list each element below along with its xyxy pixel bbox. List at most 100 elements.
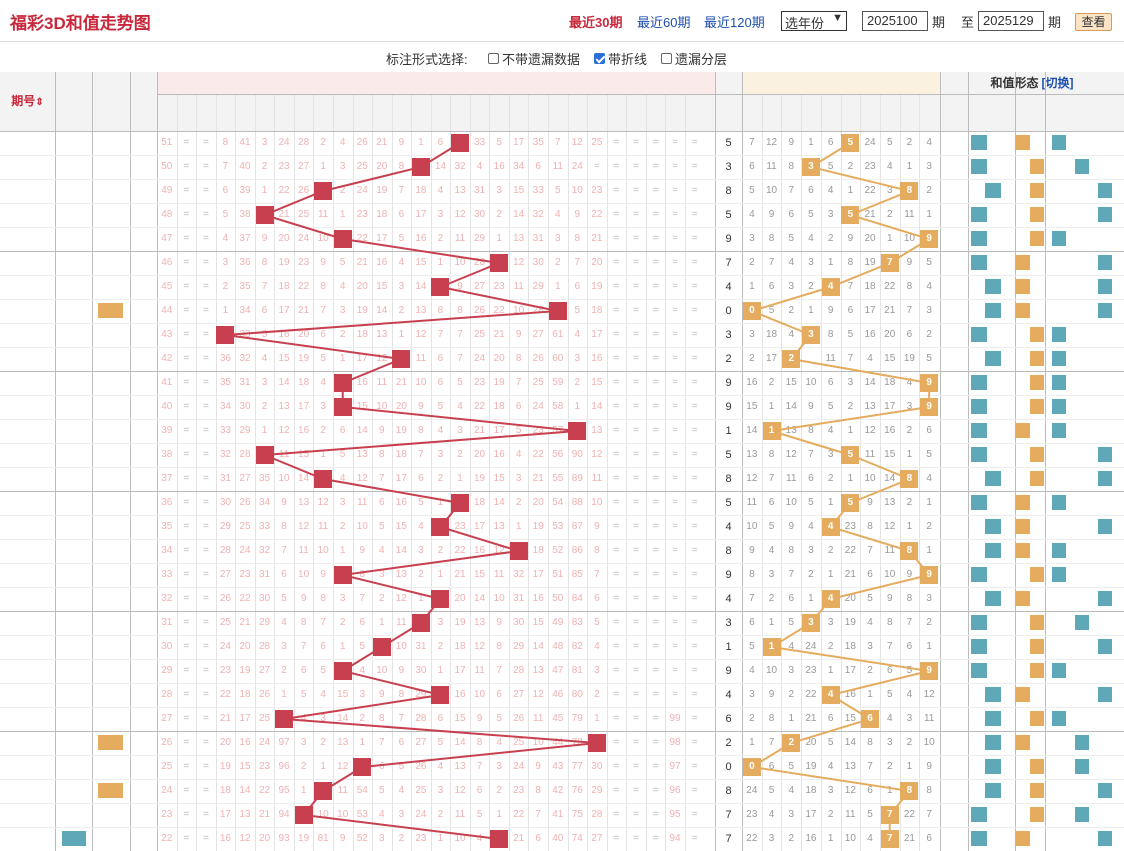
road-miss [1048, 179, 1070, 203]
tail-miss-cell: 19 [844, 617, 856, 628]
tail-miss-cell: 16 [746, 377, 758, 388]
sum-miss-cell: 12 [513, 257, 525, 268]
sum-miss-cell: 13 [591, 425, 603, 436]
tail-miss-cell: 5 [808, 497, 814, 508]
sum-miss-cell: 19 [356, 305, 368, 316]
sum-miss-cell: 3 [261, 377, 268, 388]
tail-miss-cell: 7 [926, 809, 932, 820]
period-30-link[interactable]: 最近30期 [569, 15, 623, 30]
sum-miss-cell: 4 [437, 185, 444, 196]
sum-miss-cell: 34 [513, 161, 525, 172]
sum-miss-cell: 29 [258, 617, 271, 628]
tail-miss-cell: 2 [749, 713, 755, 724]
sum-miss-cell: 8 [379, 449, 385, 460]
period-60-link[interactable]: 最近60期 [637, 15, 691, 30]
sum-miss-cell: 21 [278, 209, 290, 220]
trial-cell [55, 707, 92, 731]
sum-value-cell [130, 371, 156, 395]
tail-miss-cell: 12 [785, 449, 797, 460]
tail-miss-cell: 1 [847, 473, 854, 484]
oddeven-miss [972, 179, 986, 203]
sum-miss-cell: 15 [395, 521, 407, 532]
tail-col-3 [801, 94, 821, 131]
sum-miss-cell: 5 [339, 257, 346, 268]
prize-cell [92, 707, 130, 731]
tail-miss-cell: 1 [926, 545, 932, 556]
sum-col-3 [216, 94, 236, 131]
tail-miss-cell: 3 [827, 785, 834, 796]
tail-miss-cell: 1 [906, 161, 913, 172]
sum-miss-cell: 8 [320, 281, 326, 292]
checkbox-icon[interactable] [488, 53, 499, 64]
sum-miss-cell: 50 [552, 593, 564, 604]
oddeven-miss [1000, 731, 1014, 755]
option-no-miss[interactable]: 不带遗漏数据 [488, 49, 580, 68]
tail-miss-cell: 2 [768, 377, 775, 388]
tail-miss-cell: 17 [765, 353, 778, 364]
sum-miss-cell: 55 [552, 473, 564, 484]
sum-miss-cell: 18 [219, 785, 231, 796]
period-cell [0, 299, 55, 323]
sort-icon[interactable]: ⇕ [35, 97, 44, 108]
sum-miss-cell: 2 [437, 809, 444, 820]
sum-miss-cell: 22 [298, 281, 310, 292]
trial-cell [55, 419, 92, 443]
tail-miss-cell: 2 [827, 473, 834, 484]
sum-header-a [130, 86, 156, 102]
tail-miss-cell: 1 [788, 713, 795, 724]
sum-miss-cell: 25 [258, 713, 271, 724]
sum-miss-cell: 53 [356, 809, 368, 820]
sum-miss-cell: 3 [515, 473, 522, 484]
prize-cell [92, 179, 130, 203]
query-button[interactable]: 查看 [1075, 13, 1112, 31]
sum-miss-cell: = [613, 641, 620, 652]
period-cell [0, 707, 55, 731]
tail-miss-cell: 7 [749, 137, 755, 148]
from-period-input[interactable]: 2025100 [862, 11, 928, 31]
sum-miss-cell: 7 [398, 713, 405, 724]
road-miss [1094, 227, 1116, 251]
sum-miss-cell: 13 [532, 665, 544, 676]
bigsmall-miss [1016, 467, 1030, 491]
sum-miss-cell: 15 [356, 401, 368, 412]
sum-miss-cell: = [183, 545, 190, 556]
sum-miss-cell: 5 [418, 497, 424, 508]
sum-miss-cell: 46 [552, 689, 564, 700]
period-120-link[interactable]: 最近120期 [704, 15, 765, 30]
sum-miss-cell: 46 [161, 257, 173, 268]
prize-tag [98, 783, 123, 798]
sum-miss-cell: 3 [320, 713, 326, 724]
sum-miss-cell: 34 [219, 401, 231, 412]
tail-miss-cell: 3 [768, 569, 775, 580]
option-line[interactable]: 带折线 [594, 49, 647, 68]
sum-miss-cell: 2 [339, 521, 346, 532]
to-period-input[interactable]: 2025129 [978, 11, 1044, 31]
sum-miss-cell: 1 [300, 785, 307, 796]
option-no-miss-label: 不带遗漏数据 [502, 52, 581, 67]
sum-miss-cell: = [202, 761, 209, 772]
sum-miss-cell: 31 [474, 185, 486, 196]
tail-miss-cell: 12 [765, 137, 778, 148]
sum-miss-cell: 13 [337, 737, 349, 748]
bigsmall-tag [1016, 735, 1030, 750]
tail-miss-cell: 5 [827, 401, 834, 412]
checkbox-checked-icon[interactable] [594, 53, 605, 64]
sum-miss-cell: = [652, 209, 659, 220]
tail-miss-cell: 9 [847, 233, 854, 244]
sum-miss-cell: 25 [298, 209, 310, 220]
sum-miss-cell: 6 [379, 761, 385, 772]
year-select[interactable]: 选年份 ▼ [781, 11, 847, 31]
switch-link[interactable]: [切换] [1041, 76, 1074, 90]
tail-miss-cell: 11 [884, 545, 895, 556]
sum-miss-cell: = [202, 473, 209, 484]
tail-col-8 [900, 94, 920, 131]
oddeven-miss [986, 827, 1000, 851]
amp-cell [940, 443, 968, 467]
option-layer[interactable]: 遗漏分层 [661, 49, 727, 68]
sum-miss-cell: = [652, 545, 659, 556]
sum-miss-cell: 13 [513, 233, 525, 244]
sum-col-23 [607, 94, 627, 131]
sum-miss-cell: = [672, 233, 678, 244]
checkbox-icon[interactable] [661, 53, 672, 64]
sum-value-cell [130, 707, 156, 731]
